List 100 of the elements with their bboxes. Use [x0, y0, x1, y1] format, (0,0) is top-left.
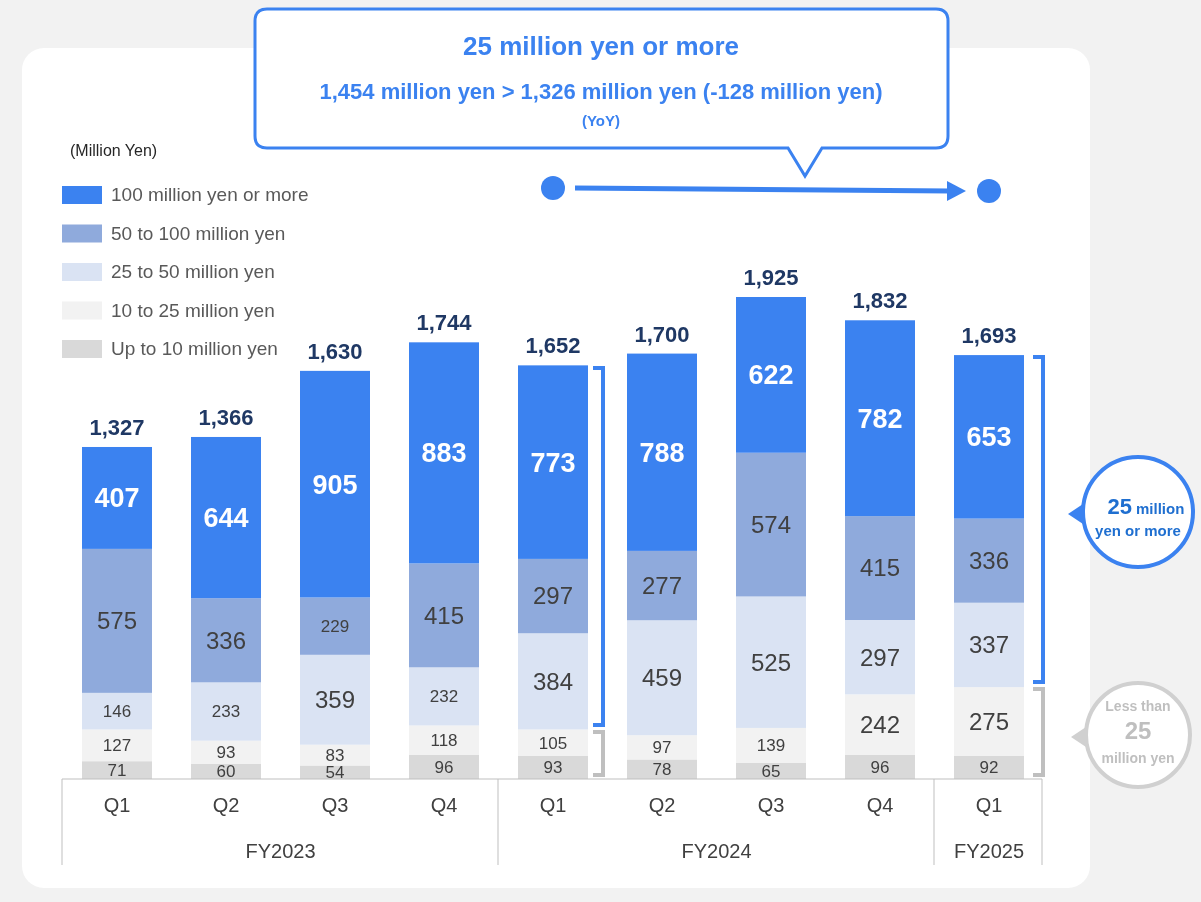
data-label: 92 — [979, 758, 999, 778]
data-label: 644 — [203, 503, 249, 534]
bar — [627, 550, 697, 621]
bar — [736, 596, 806, 728]
legend-label: 50 to 100 million yen — [111, 222, 286, 244]
data-label: 78 — [652, 760, 672, 780]
x-tick-label: Q2 — [648, 794, 676, 816]
bar — [518, 729, 588, 756]
bar — [191, 598, 261, 683]
bar — [191, 436, 261, 599]
data-label: 146 — [102, 702, 132, 722]
bar — [300, 370, 370, 598]
x-tick-label: Q3 — [321, 794, 349, 816]
total-label: 1,832 — [852, 288, 908, 314]
text: 25 million yen or more — [1095, 494, 1185, 539]
data-label: 242 — [859, 711, 901, 739]
x-tick-label: Q4 — [430, 794, 458, 816]
bar — [518, 558, 588, 634]
data-label: 415 — [859, 554, 901, 582]
total-label: 1,652 — [525, 333, 581, 359]
total-label: 1,925 — [743, 265, 799, 290]
total-label: 1,744 — [416, 310, 473, 336]
x-tick-label: Q4 — [866, 794, 894, 816]
data-label: 459 — [641, 664, 683, 692]
data-label: 773 — [530, 447, 576, 478]
data-label: 905 — [312, 469, 358, 500]
text: 25 million yen or more — [463, 31, 739, 61]
total-label: 1,693 — [961, 323, 1017, 349]
total-label: 1,630 — [307, 338, 363, 364]
data-label: 93 — [216, 743, 236, 763]
text: Less than 25 million yen — [1101, 698, 1175, 766]
text: FY2023 — [245, 840, 316, 862]
data-label: 275 — [968, 707, 1010, 735]
bar — [627, 353, 697, 551]
data-label: 118 — [430, 731, 458, 751]
data-label: 93 — [543, 758, 563, 778]
data-label: 359 — [314, 686, 356, 714]
bar — [627, 620, 697, 736]
data-label: 574 — [750, 511, 792, 538]
bar — [736, 297, 806, 453]
bar — [82, 548, 152, 693]
data-label: 233 — [211, 702, 241, 722]
data-label: 105 — [538, 733, 568, 753]
legend-label: 25 to 50 million yen — [111, 261, 275, 282]
bar — [409, 725, 479, 755]
x-tick-label: Q1 — [975, 794, 1003, 816]
data-label: 297 — [859, 643, 901, 671]
bar — [409, 563, 479, 668]
text: FY2025 — [953, 840, 1025, 862]
data-label: 575 — [96, 607, 138, 635]
data-label: 60 — [216, 762, 236, 782]
bar — [736, 452, 806, 597]
bar — [191, 682, 261, 741]
data-label: 139 — [756, 736, 786, 756]
legend-label: 10 to 25 million yen — [111, 299, 275, 321]
data-label: 83 — [325, 746, 345, 766]
data-label: 97 — [652, 738, 672, 758]
x-tick-label: Q1 — [539, 794, 567, 816]
data-label: 384 — [532, 667, 574, 695]
total-label: 1,700 — [634, 321, 690, 347]
bar — [82, 729, 152, 762]
bar — [736, 727, 806, 763]
bar — [300, 654, 370, 745]
bar — [300, 597, 370, 655]
bar — [845, 620, 915, 695]
bar — [954, 602, 1024, 688]
x-tick-label: Q1 — [103, 794, 131, 816]
bar — [191, 740, 261, 764]
bar — [954, 355, 1024, 519]
data-label: 883 — [421, 438, 467, 469]
bar — [954, 687, 1024, 756]
data-label: 277 — [641, 571, 683, 599]
data-label: 788 — [639, 437, 685, 468]
data-label: 229 — [320, 617, 350, 637]
x-tick-label: Q2 — [212, 794, 240, 816]
data-label: 782 — [857, 403, 903, 434]
data-label: 622 — [748, 360, 794, 391]
data-label: 525 — [750, 648, 792, 676]
bar — [409, 667, 479, 726]
data-label: 336 — [968, 547, 1010, 575]
x-tick-label: Q3 — [757, 794, 785, 816]
data-label: 65 — [761, 761, 781, 781]
data-label: 337 — [968, 631, 1010, 659]
legend-label: Up to 10 million yen — [111, 338, 278, 359]
data-label: 336 — [205, 626, 247, 654]
data-label: 415 — [423, 601, 465, 629]
bar — [845, 694, 915, 755]
data-label: 232 — [429, 687, 459, 707]
data-label: 71 — [107, 761, 127, 781]
bar — [627, 735, 697, 760]
bar — [518, 633, 588, 730]
text: (Million Yen) — [70, 142, 158, 159]
text: (YoY) — [581, 112, 621, 129]
data-label: 653 — [966, 422, 1012, 453]
data-label: 127 — [102, 736, 132, 756]
legend-label: 100 million yen or more — [111, 184, 309, 205]
data-label: 297 — [532, 582, 574, 610]
bar — [954, 518, 1024, 603]
total-label: 1,327 — [89, 414, 145, 440]
bar — [518, 365, 588, 559]
